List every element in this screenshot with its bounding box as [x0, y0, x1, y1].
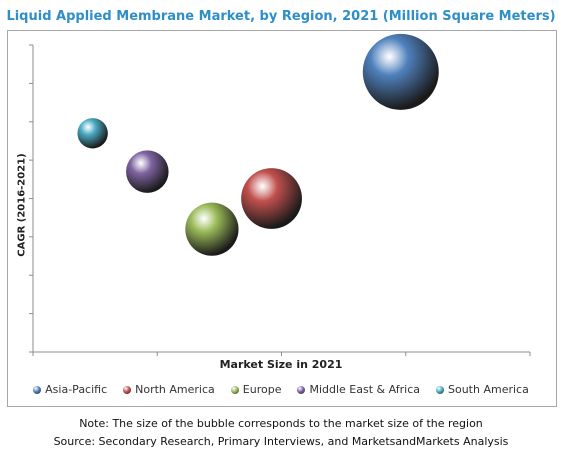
- legend-marker: [123, 385, 132, 394]
- bubble-middle-east-africa: [126, 150, 169, 193]
- chart-title: Liquid Applied Membrane Market, by Regio…: [6, 9, 556, 24]
- bubble-asia-pacific: [362, 33, 439, 110]
- legend-item-asia-pacific: Asia-Pacific: [33, 383, 107, 396]
- legend-item-south-america: South America: [435, 383, 529, 396]
- legend-item-middle-east-africa: Middle East & Africa: [297, 383, 420, 396]
- legend-item-europe: Europe: [230, 383, 282, 396]
- legend-marker: [33, 385, 42, 394]
- bubble-north-america: [241, 168, 302, 229]
- legend-label: North America: [135, 383, 215, 396]
- x-axis-label: Market Size in 2021: [219, 358, 343, 371]
- legend-marker: [230, 385, 239, 394]
- legend-item-north-america: North America: [123, 383, 215, 396]
- source-note: Source: Secondary Research, Primary Inte…: [53, 435, 509, 448]
- legend-marker: [297, 385, 306, 394]
- legend-label: Europe: [242, 383, 282, 396]
- y-axis-label: CAGR (2016-2021): [16, 153, 28, 257]
- bubble-europe: [185, 202, 239, 256]
- legend-label: Asia-Pacific: [45, 383, 108, 396]
- chart-frame: [7, 30, 557, 407]
- legend-label: South America: [447, 383, 529, 396]
- legend: Asia-Pacific North America Europe Middle Ea…: [0, 383, 562, 396]
- legend-marker: [435, 385, 444, 394]
- bubble-south-america: [77, 118, 108, 149]
- size-note: Note: The size of the bubble corresponds…: [79, 417, 483, 430]
- legend-label: Middle East & Africa: [309, 383, 420, 396]
